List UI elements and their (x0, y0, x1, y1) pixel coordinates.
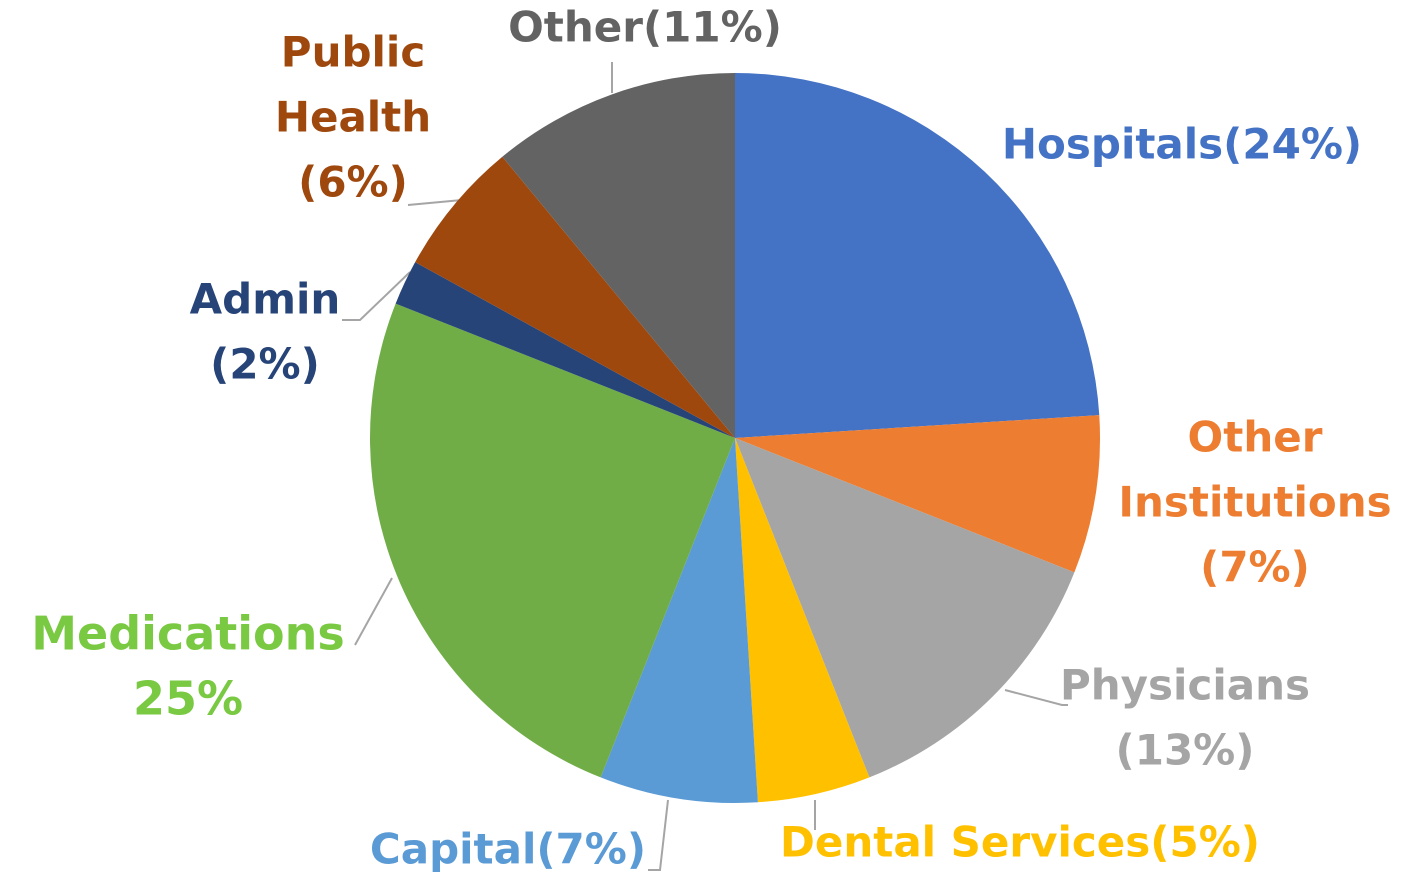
slice-label: (7%) (1200, 543, 1310, 592)
leader-line (407, 199, 463, 206)
leader-line (342, 271, 411, 321)
slice-label: Hospitals(24%) (1002, 120, 1362, 169)
pie-slice (735, 438, 870, 803)
slice-label: Other(11%) (508, 3, 782, 52)
slice-label: (2%) (210, 340, 320, 389)
slice-label: Physicians (1060, 661, 1310, 710)
pie-slice (735, 415, 1101, 573)
pie-slice (502, 73, 735, 438)
leader-line (648, 799, 669, 871)
leader-line (354, 577, 393, 646)
pie-slice (735, 73, 1100, 438)
leader-line (1004, 689, 1068, 706)
slice-label: Institutions (1118, 478, 1391, 527)
slice-label: Health (275, 93, 431, 142)
pie-slice (415, 156, 735, 438)
slice-label: (6%) (298, 158, 408, 207)
slice-label: Medications (31, 607, 344, 661)
leader-lines (342, 62, 1068, 871)
slice-label: Capital(7%) (370, 825, 646, 874)
slice-label: (13%) (1116, 726, 1255, 775)
pie-slice (600, 438, 758, 804)
pie-slice (735, 438, 1075, 778)
slice-label: 25% (133, 672, 243, 726)
slice-label: Public (281, 28, 425, 77)
slice-label: Other (1188, 413, 1323, 462)
pie-slice (395, 262, 735, 438)
pie-slice (370, 303, 735, 778)
slice-label: Dental Services(5%) (780, 818, 1260, 867)
slice-label: Admin (190, 275, 341, 324)
